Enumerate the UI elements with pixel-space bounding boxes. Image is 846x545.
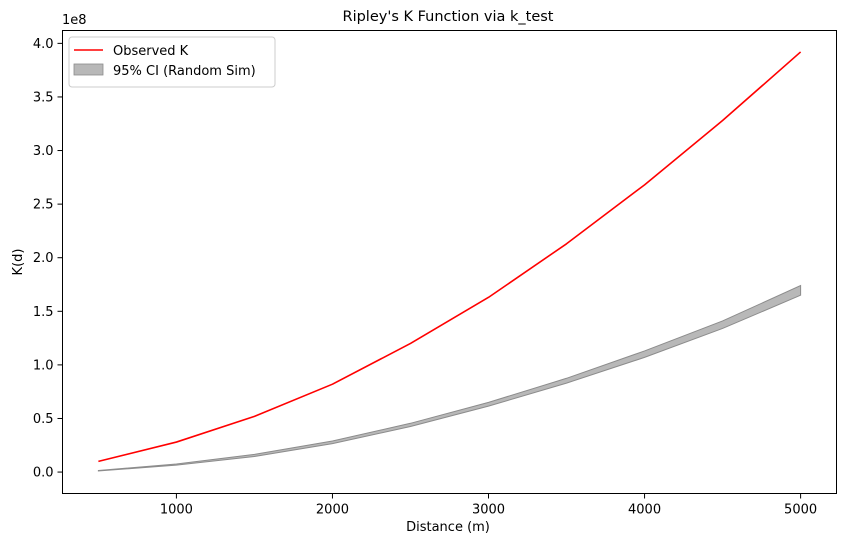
x-tick-label: 4000 — [628, 503, 661, 518]
y-axis-ticks: 0.0 0.5 1.0 1.5 2.0 2.5 3.0 3.5 4.0 — [33, 37, 63, 481]
legend-box — [68, 36, 276, 88]
y-tick-label: 1.0 — [33, 358, 54, 373]
legend-observed-label: Observed K — [113, 44, 189, 59]
y-tick-label: 0.5 — [33, 412, 54, 427]
x-tick-label: 5000 — [784, 503, 817, 518]
legend-ci-swatch — [73, 63, 104, 76]
legend: Observed K 95% CI (Random Sim) — [68, 36, 276, 88]
plot-frame — [62, 30, 837, 494]
ci-band — [97, 284, 802, 472]
x-axis-label: Distance (m) — [406, 520, 490, 535]
legend-ci-label: 95% CI (Random Sim) — [113, 64, 256, 79]
x-axis-ticks: 1000 2000 3000 4000 5000 — [160, 493, 817, 518]
y-tick-label: 4.0 — [33, 37, 54, 52]
x-tick-label: 1000 — [160, 503, 193, 518]
chart-title: Ripley's K Function via k_test — [343, 9, 554, 25]
observed-k-line — [98, 51, 802, 463]
y-tick-label: 0.0 — [33, 466, 54, 481]
x-tick-label: 2000 — [316, 503, 349, 518]
y-axis-label: K(d) — [11, 249, 26, 276]
y-tick-label: 2.0 — [33, 251, 54, 266]
y-tick-label: 1.5 — [33, 305, 54, 320]
y-tick-label: 2.5 — [33, 198, 54, 213]
plot-area — [97, 51, 802, 472]
y-offset-text: 1e8 — [62, 13, 87, 28]
y-tick-label: 3.5 — [33, 90, 54, 105]
x-tick-label: 3000 — [472, 503, 505, 518]
y-tick-label: 3.0 — [33, 144, 54, 159]
